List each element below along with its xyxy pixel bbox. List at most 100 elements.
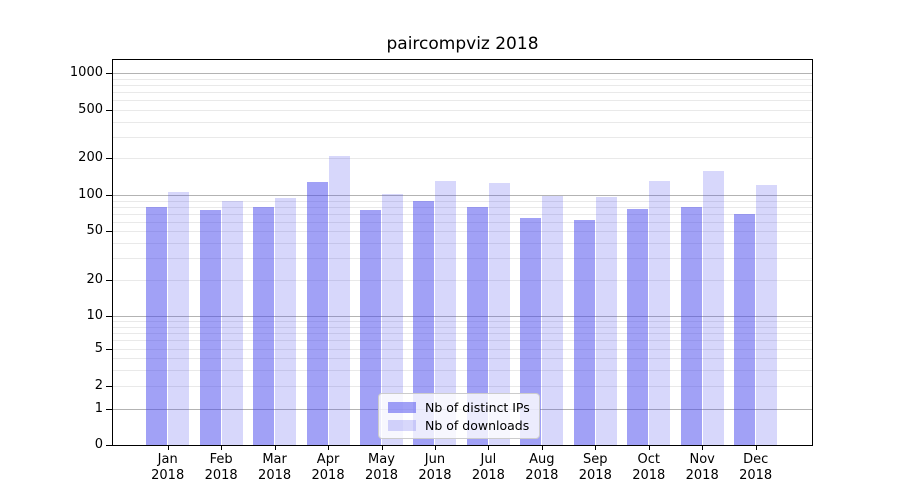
bar-distinct-ips-jul — [466, 207, 488, 445]
bar-distinct-ips-dec — [734, 213, 756, 445]
y-tick-mark — [106, 73, 112, 74]
grid-line-minor — [113, 109, 812, 111]
legend-swatch-downloads — [388, 419, 416, 431]
grid-line-minor — [113, 213, 812, 215]
bar-downloads-jul — [488, 183, 510, 445]
legend-entry-distinct-ips: Nb of distinct IPs — [388, 399, 530, 415]
bar-downloads-aug — [542, 195, 564, 445]
x-tick-mark — [274, 446, 276, 450]
x-tick-year: 2018 — [151, 468, 185, 483]
x-tick-month: Jul — [480, 452, 497, 467]
x-tick-mark — [328, 446, 330, 450]
bar-downloads-sep — [595, 196, 617, 445]
chart-title: paircompviz 2018 — [386, 34, 539, 54]
x-tick-year: 2018 — [311, 468, 345, 483]
bar-downloads-mar — [275, 197, 297, 445]
x-tick-month: Mar — [262, 452, 287, 467]
legend: Nb of distinct IPs Nb of downloads — [378, 393, 540, 439]
bar-downloads-oct — [649, 181, 671, 445]
grid-line-minor — [113, 91, 812, 93]
grid-line-minor — [113, 84, 812, 86]
grid-line-minor — [113, 349, 812, 350]
x-tick-month: Sep — [583, 452, 608, 467]
x-tick-label-aug: Aug 2018 — [502, 452, 582, 484]
y-tick-mark — [106, 109, 112, 111]
grid-line-minor — [113, 321, 812, 323]
x-tick-month: Dec — [743, 452, 769, 467]
grid-line-major — [113, 195, 812, 196]
y-tick-mark — [106, 195, 112, 196]
x-tick-label-dec: Dec 2018 — [716, 452, 796, 484]
x-tick-year: 2018 — [739, 468, 773, 483]
x-tick-month: Aug — [529, 452, 555, 467]
y-tick-label-20: 20 — [86, 271, 103, 287]
grid-line-minor — [113, 340, 812, 342]
grid-line-minor — [113, 100, 812, 102]
x-tick-year: 2018 — [418, 468, 452, 483]
x-tick-mark — [755, 446, 757, 450]
x-tick-year: 2018 — [258, 468, 292, 483]
grid-line-minor — [113, 243, 812, 245]
x-tick-mark — [381, 446, 383, 450]
legend-entry-downloads: Nb of downloads — [388, 417, 530, 433]
bar-distinct-ips-sep — [573, 220, 595, 445]
x-tick-month: Jan — [157, 452, 178, 467]
bars-layer — [113, 60, 812, 445]
x-tick-month: Feb — [209, 452, 233, 467]
y-tick-mark — [106, 279, 112, 281]
bar-distinct-ips-aug — [520, 217, 542, 445]
legend-swatch-distinct-ips — [388, 401, 416, 413]
x-tick-label-may: May 2018 — [342, 452, 422, 484]
grid-line-major — [113, 73, 812, 74]
bar-distinct-ips-jan — [146, 207, 168, 445]
x-tick-year: 2018 — [471, 468, 505, 483]
x-tick-mark — [648, 446, 650, 450]
grid-line-minor — [113, 200, 812, 202]
bar-distinct-ips-mar — [253, 206, 275, 445]
x-tick-month: Apr — [316, 452, 340, 467]
grid-line-minor — [113, 78, 812, 80]
x-tick-month: Oct — [637, 452, 660, 467]
x-tick-year: 2018 — [632, 468, 666, 483]
legend-label-downloads: Nb of downloads — [425, 417, 530, 433]
y-tick-label-5: 5 — [94, 341, 103, 356]
x-tick-year: 2018 — [204, 468, 238, 483]
grid-line-minor — [113, 332, 812, 334]
x-tick-mark — [221, 446, 223, 450]
bar-downloads-apr — [328, 155, 350, 445]
plot-area: Nb of distinct IPs Nb of downloads — [112, 59, 813, 446]
legend-label-distinct-ips: Nb of distinct IPs — [425, 399, 530, 415]
grid-line-minor — [113, 121, 812, 123]
grid-line-minor — [113, 221, 812, 223]
x-tick-label-oct: Oct 2018 — [609, 452, 689, 484]
x-tick-label-feb: Feb 2018 — [181, 452, 261, 484]
y-tick-mark — [106, 316, 112, 317]
bar-downloads-dec — [756, 185, 778, 445]
x-tick-year: 2018 — [578, 468, 612, 483]
bar-distinct-ips-may — [360, 210, 381, 445]
grid-line-major — [113, 316, 812, 317]
grid-line-minor — [113, 231, 812, 233]
y-tick-label-10: 10 — [86, 308, 103, 323]
grid-line-minor — [113, 136, 812, 138]
x-tick-label-jun: Jun 2018 — [395, 452, 475, 484]
x-tick-mark — [434, 446, 436, 450]
bar-distinct-ips-nov — [680, 206, 702, 445]
y-tick-mark — [106, 445, 112, 446]
x-tick-mark — [167, 446, 169, 450]
x-tick-year: 2018 — [525, 468, 559, 483]
grid-line-minor — [113, 206, 812, 208]
y-tick-mark — [106, 409, 112, 410]
y-tick-mark — [106, 386, 112, 387]
bar-downloads-feb — [221, 200, 243, 445]
bar-downloads-may — [382, 194, 403, 445]
x-tick-month: May — [368, 452, 395, 467]
gridlines-layer — [113, 60, 812, 445]
x-tick-label-jan: Jan 2018 — [128, 452, 208, 484]
y-tick-mark — [106, 231, 112, 233]
y-tick-label-1000: 1000 — [69, 65, 103, 80]
grid-line-minor — [113, 369, 812, 371]
grid-line-minor — [113, 386, 812, 387]
x-tick-mark — [541, 446, 543, 450]
